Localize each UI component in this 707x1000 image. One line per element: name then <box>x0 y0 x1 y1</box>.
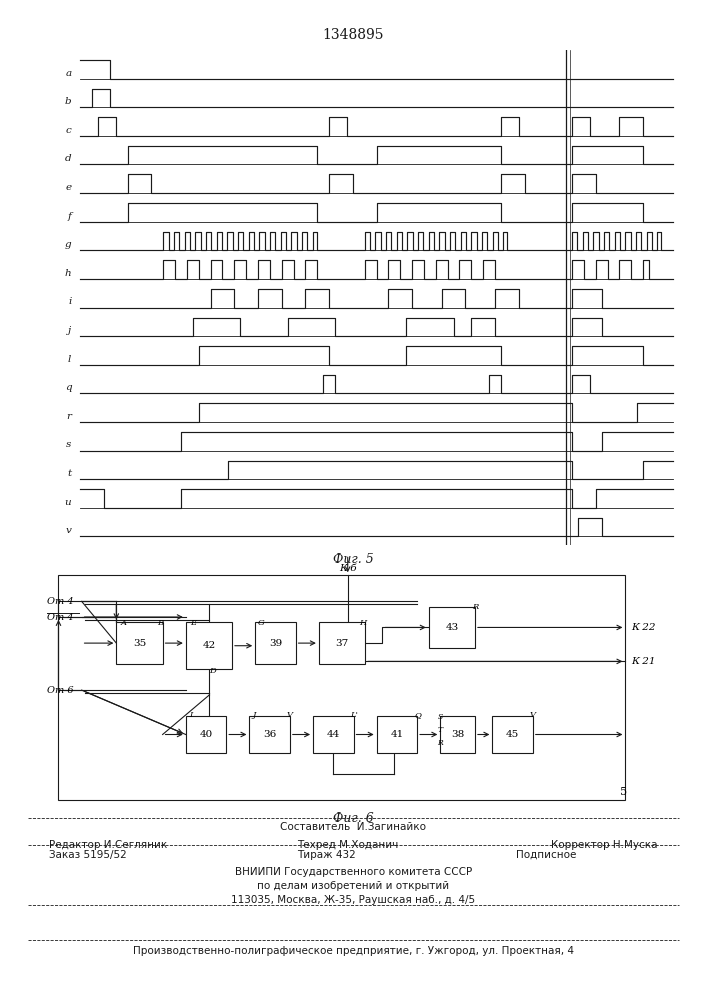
Text: 113035, Москва, Ж-35, Раушская наб., д. 4/5: 113035, Москва, Ж-35, Раушская наб., д. … <box>231 895 476 905</box>
Text: g: g <box>65 240 71 249</box>
Bar <box>313 716 354 753</box>
Text: по делам изобретений и открытий: по делам изобретений и открытий <box>257 881 450 891</box>
Text: h: h <box>65 269 71 278</box>
Text: Подписное: Подписное <box>516 850 576 860</box>
Text: s: s <box>66 440 71 449</box>
Text: i: i <box>68 297 71 306</box>
Text: B: B <box>157 619 163 627</box>
Bar <box>492 716 533 753</box>
Text: j: j <box>68 326 71 335</box>
Text: От 4: От 4 <box>47 597 74 606</box>
Text: 1348895: 1348895 <box>323 28 384 42</box>
Text: H: H <box>359 619 366 627</box>
Text: 5: 5 <box>619 787 626 797</box>
Text: u: u <box>65 498 71 507</box>
Bar <box>319 622 365 664</box>
Bar <box>250 716 290 753</box>
Text: От 4: От 4 <box>47 612 74 621</box>
Text: G: G <box>258 619 265 627</box>
Text: D: D <box>209 667 216 675</box>
Text: К 21: К 21 <box>631 657 655 666</box>
Text: 42: 42 <box>202 641 216 650</box>
Text: 40: 40 <box>199 730 213 739</box>
Bar <box>428 607 475 648</box>
Text: R: R <box>472 603 479 611</box>
Text: Редактор И.Сегляник: Редактор И.Сегляник <box>49 840 168 850</box>
Text: От 6: От 6 <box>47 686 74 695</box>
Text: 41: 41 <box>390 730 404 739</box>
Text: 37: 37 <box>335 639 349 648</box>
Text: L': L' <box>351 711 358 719</box>
Text: a: a <box>65 69 71 78</box>
Text: 38: 38 <box>451 730 464 739</box>
Text: f: f <box>67 212 71 221</box>
Text: Производственно-полиграфическое предприятие, г. Ужгород, ул. Проектная, 4: Производственно-полиграфическое предприя… <box>133 946 574 956</box>
Text: r: r <box>66 412 71 421</box>
Text: c: c <box>66 126 71 135</box>
Text: 43: 43 <box>445 623 458 632</box>
Bar <box>186 716 226 753</box>
Bar <box>59 575 626 800</box>
Text: l: l <box>68 355 71 364</box>
Text: Составитель  И.Загинайко: Составитель И.Загинайко <box>281 822 426 832</box>
Text: V: V <box>287 711 293 719</box>
Text: Заказ 5195/52: Заказ 5195/52 <box>49 850 127 860</box>
Text: d: d <box>65 154 71 163</box>
Text: b: b <box>65 97 71 106</box>
Bar <box>186 622 232 669</box>
Bar <box>440 716 475 753</box>
Text: 45: 45 <box>506 730 519 739</box>
Text: Техред М.Ходанич: Техред М.Ходанич <box>297 840 398 850</box>
Text: 35: 35 <box>133 639 146 648</box>
Text: Q: Q <box>414 711 421 719</box>
Text: 44: 44 <box>327 730 340 739</box>
Text: Корректор Н.Муска: Корректор Н.Муска <box>551 840 658 850</box>
Bar <box>255 622 296 664</box>
Text: q: q <box>65 383 71 392</box>
Text: Фиг. 6: Фиг. 6 <box>333 812 374 825</box>
Text: Фиг. 5: Фиг. 5 <box>333 553 374 566</box>
Text: S: S <box>438 713 443 721</box>
Text: R: R <box>438 739 443 747</box>
Text: J: J <box>252 711 256 719</box>
Text: V: V <box>530 711 536 719</box>
Text: e: e <box>65 183 71 192</box>
Text: 36: 36 <box>263 730 276 739</box>
Text: A: A <box>121 619 127 627</box>
Text: ВНИИПИ Государственного комитета СССР: ВНИИПИ Государственного комитета СССР <box>235 867 472 877</box>
Text: К 22: К 22 <box>631 623 655 632</box>
Bar <box>117 622 163 664</box>
Text: I: I <box>189 711 192 719</box>
Text: К б: К б <box>339 564 356 573</box>
Text: E: E <box>190 619 197 627</box>
Text: 39: 39 <box>269 639 282 648</box>
Bar <box>377 716 417 753</box>
Text: Тираж 432: Тираж 432 <box>297 850 356 860</box>
Text: t: t <box>67 469 71 478</box>
Text: T: T <box>438 726 443 734</box>
Text: v: v <box>66 526 71 535</box>
